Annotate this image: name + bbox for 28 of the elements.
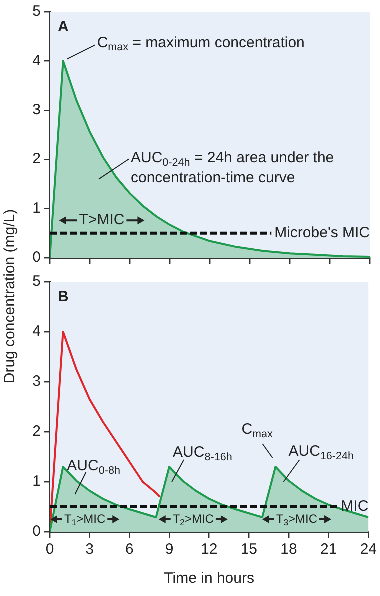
y-tick-label: 3 [32,373,41,390]
y-tick-label: 4 [32,52,41,70]
x-tick-label: 12 [200,541,218,558]
x-tick-label: 6 [125,541,134,558]
y-tick-label: 2 [32,150,41,168]
text: A [58,18,69,36]
y-tick-label: 0 [32,523,41,540]
x-tick-label: 21 [320,541,338,558]
x-tick-label: 18 [280,541,298,558]
ref-line-label: MIC [341,498,369,516]
y-tick-label: 0 [32,249,41,266]
x-tick-label: 3 [86,541,94,558]
y-axis-title: Drug concentration (mg/L) [2,208,18,386]
x-tick-label: 15 [240,541,258,558]
annotation: T>MIC [79,212,125,229]
y-tick-label: 2 [32,423,41,440]
y-tick-label: 5 [32,273,41,290]
y-tick-label: 5 [32,3,41,20]
x-axis-title: Time in hours [164,570,254,588]
y-tick-label: 1 [32,473,41,490]
x-tick-label: 0 [46,541,54,558]
x-tick-label: 9 [165,541,174,558]
y-tick-label: 3 [32,102,41,119]
text: B [58,288,69,306]
y-tick-label: 4 [32,323,41,340]
x-tick-label: 24 [360,541,377,558]
y-tick-label: 1 [32,200,41,217]
ref-line-label: Microbe's MIC [274,224,370,242]
